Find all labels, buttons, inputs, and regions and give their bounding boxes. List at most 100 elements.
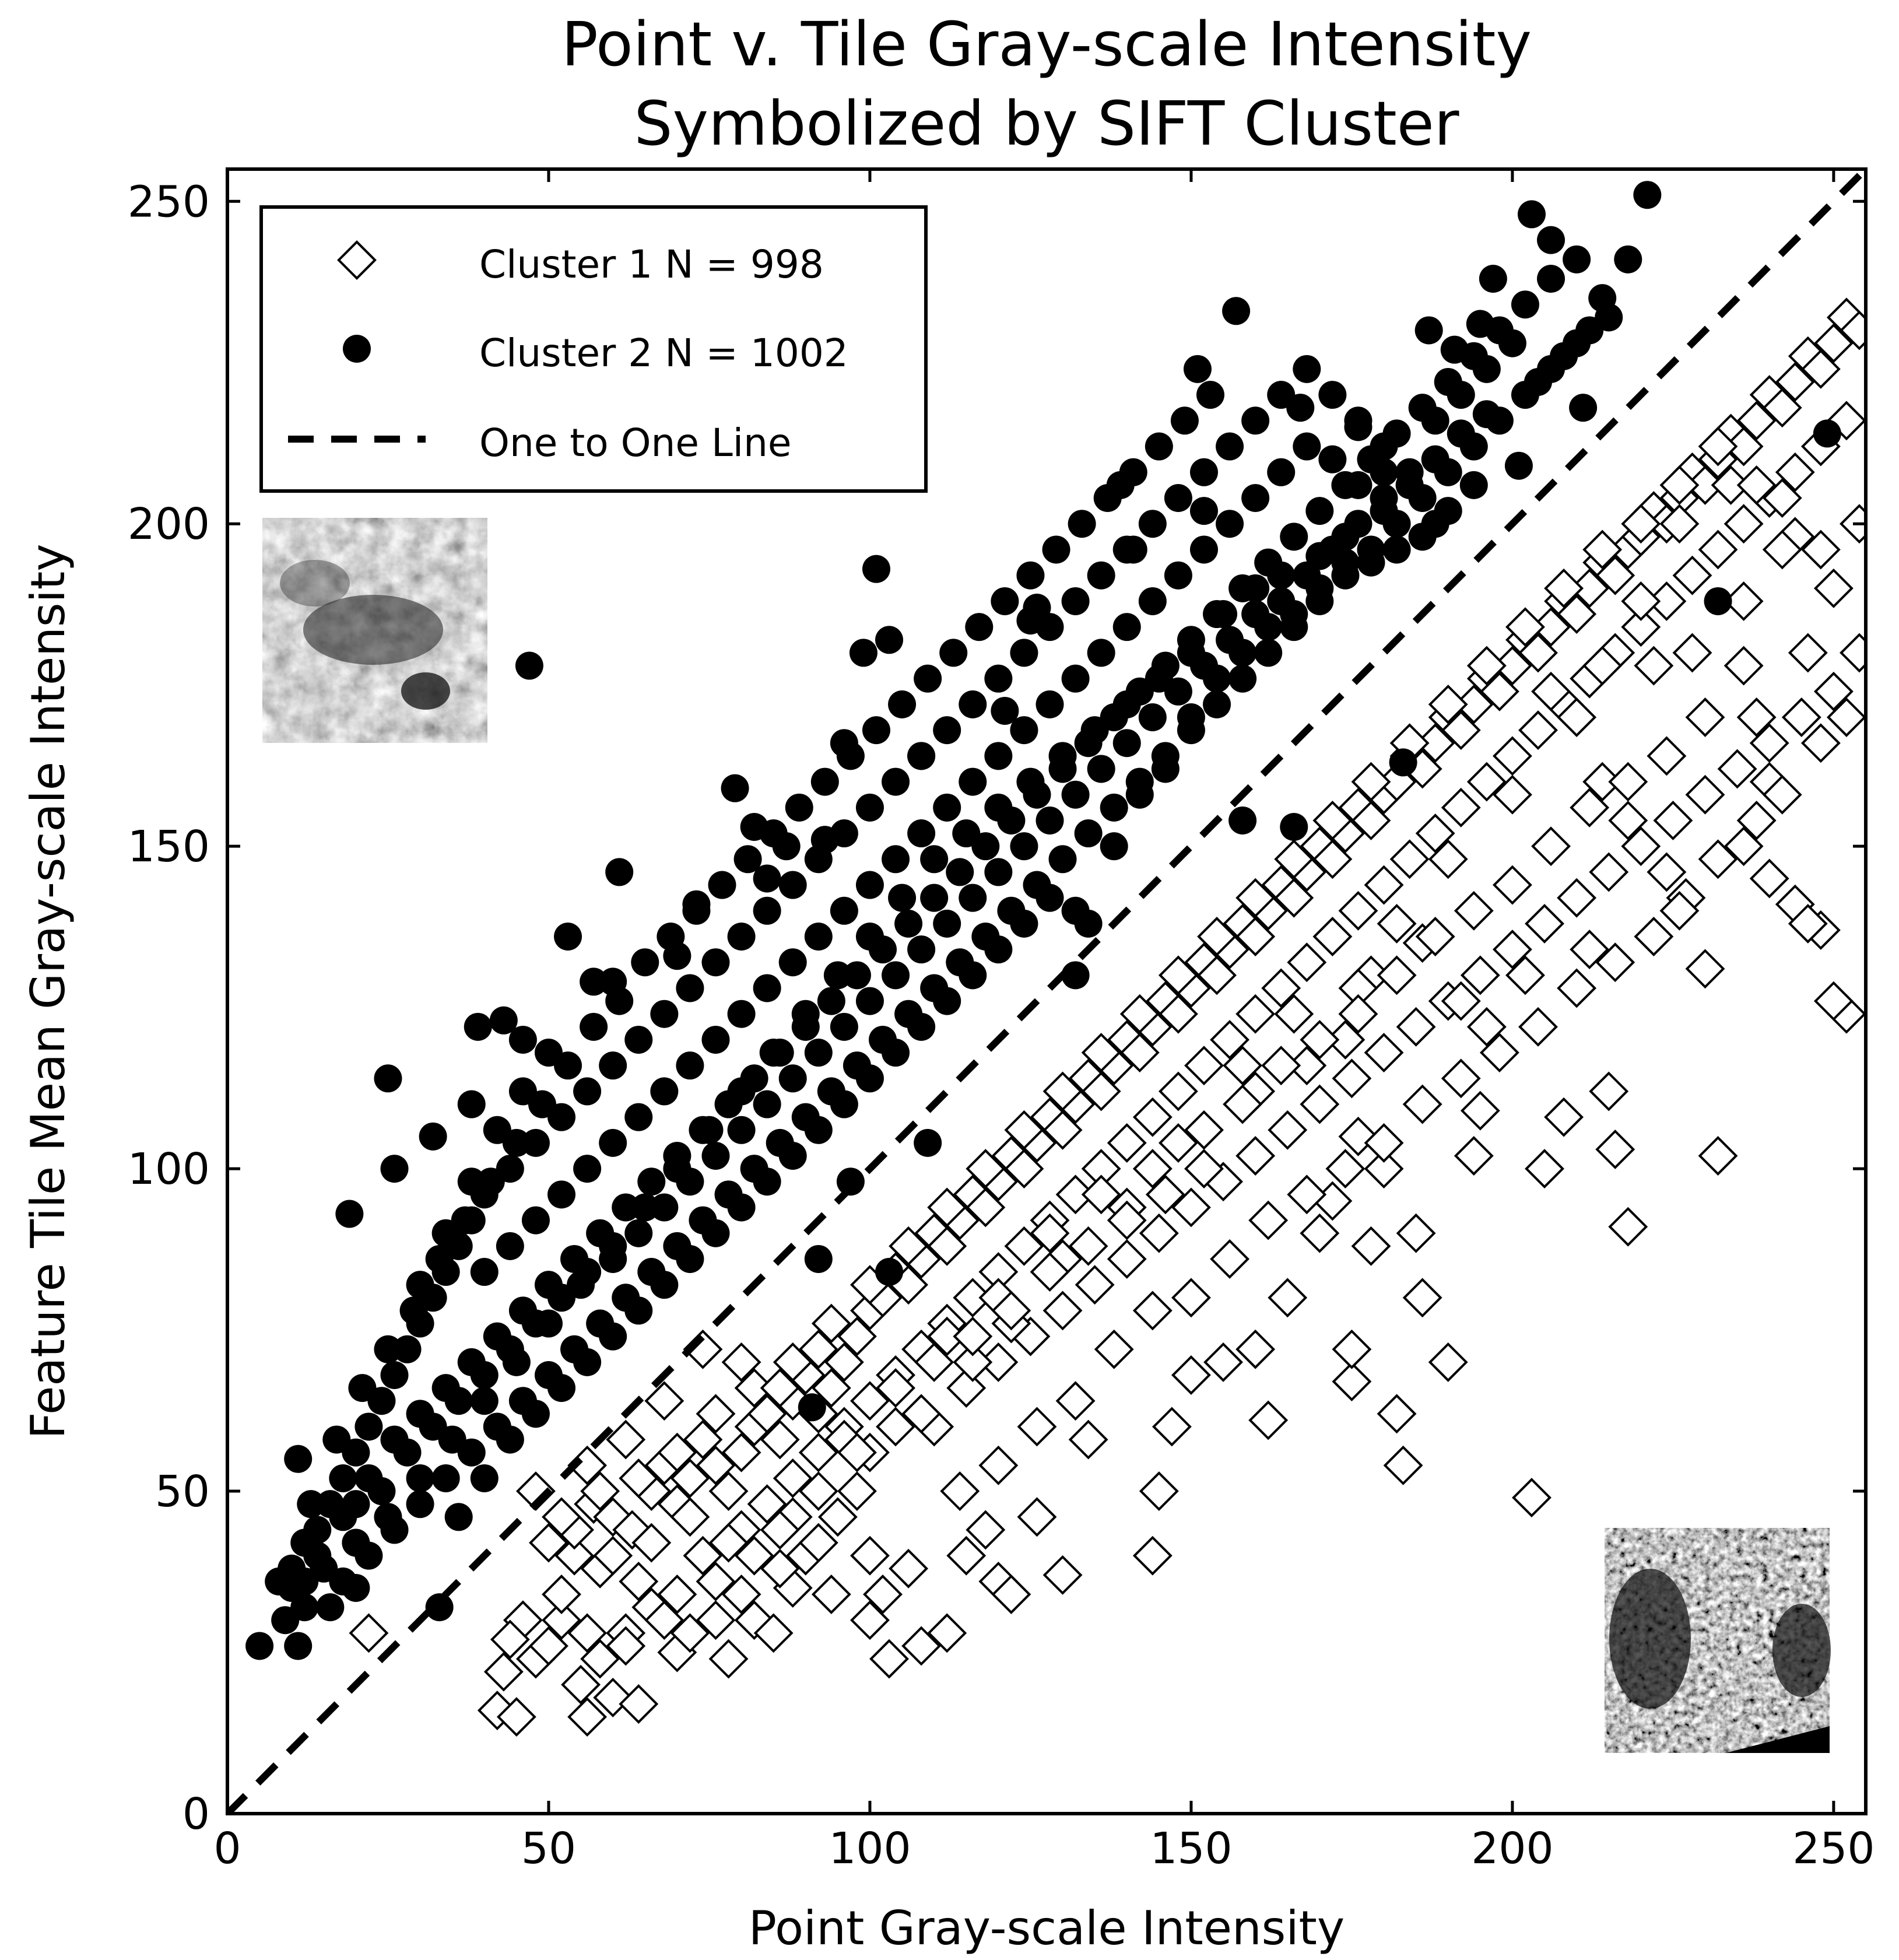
cluster-2-point [1036,883,1064,912]
cluster-1-point [1827,697,1866,737]
cluster-2-point [1203,664,1231,693]
cluster-1-point [1351,1226,1391,1266]
series-cluster-1 [349,297,1866,1737]
cluster-1-point [1711,465,1751,505]
cluster-1-point [1030,1213,1070,1253]
cluster-2-point [888,690,917,718]
plot-frame [226,167,1868,1815]
legend-label-cluster-2: Cluster 2 N = 1002 [479,331,848,376]
cluster-2-point [798,1393,826,1422]
cluster-2-point [753,1167,781,1196]
cluster-2-point [855,871,884,899]
cluster-2-point [573,1155,602,1183]
cluster-1-point [1653,801,1693,840]
cluster-2-point [580,967,608,996]
cluster-1-point [1312,917,1353,956]
cluster-1-point [1004,1110,1044,1150]
cluster-2-point [1164,484,1192,512]
legend-circle-marker [343,335,371,363]
cluster-1-point [811,1303,851,1344]
cluster-1-point [1415,814,1455,853]
legend: Cluster 1 N = 998 Cluster 2 N = 1002 One… [259,205,928,493]
cluster-1-point [837,1316,877,1356]
cluster-1-point [542,1575,581,1614]
cluster-1-point [1492,646,1532,686]
cluster-1-point [953,1278,993,1318]
cluster-1-point [798,1523,838,1563]
cluster-2-point [650,1271,679,1299]
x-tick-label: 150 [1150,1824,1232,1874]
cluster-2-point [1370,484,1398,512]
cluster-1-point [1274,994,1314,1034]
cluster-2-point [836,742,865,770]
cluster-2-point [933,793,961,822]
cluster-1-point [1312,839,1353,879]
cluster-2-point [933,909,961,938]
cluster-2-point [1010,909,1038,938]
cluster-2-point [354,1412,383,1441]
cluster-1-point [1383,1445,1423,1485]
cluster-2-point [637,1167,666,1196]
cluster-1-point [644,1600,685,1640]
cluster-2-point [1112,729,1141,758]
cluster-1-point [1685,697,1725,737]
cluster-1-point [1268,1110,1308,1150]
cluster-2-point [303,1541,332,1570]
cluster-1-point [1235,994,1276,1034]
cluster-2-point [869,935,897,964]
cluster-1-point [1377,1394,1417,1434]
cluster-1-point [946,1535,987,1576]
cluster-1-point [798,1329,838,1369]
cluster-2-point [1563,245,1591,274]
cluster-1-point [1775,452,1815,492]
cluster-1-point [1235,1136,1276,1176]
cluster-2-point [882,767,910,796]
cluster-2-point [521,1128,550,1157]
cluster-2-point [753,864,781,893]
cluster-2-point [778,1142,807,1170]
cluster-2-point [290,1593,319,1622]
cluster-1-point [876,1368,915,1408]
cluster-1-point [1460,955,1500,995]
cluster-2-point [1087,639,1115,667]
cluster-2-point [1382,419,1411,448]
cluster-2-point [1318,445,1347,474]
cluster-1-point [349,1613,389,1653]
cluster-1-point [1197,955,1237,995]
cluster-1-point [1287,1046,1327,1086]
cluster-1-point [1184,1149,1224,1189]
cluster-1-point [1659,504,1700,544]
cluster-1-point [1364,1149,1404,1189]
cluster-2-point [457,1438,486,1467]
cluster-2-point [580,1012,608,1041]
cluster-1-point [1589,852,1629,892]
cluster-1-point [1800,530,1841,570]
cluster-1-point [798,1432,838,1472]
cluster-1-point [1107,1200,1147,1240]
cluster-2-point [920,883,949,912]
cluster-1-point [991,1575,1031,1614]
cluster-2-point [1344,471,1373,499]
cluster-2-point [1267,381,1296,409]
cluster-2-point [708,871,736,899]
cluster-1-point [1300,1084,1340,1124]
cluster-2-point [959,767,987,796]
cluster-2-point [419,1412,447,1441]
cluster-2-point [470,1258,499,1286]
cluster-1-point [1017,1407,1057,1447]
cluster-1-point [1325,1149,1366,1189]
cluster-1-point [850,1600,890,1640]
cluster-2-point [1048,755,1077,783]
cluster-1-point [1068,1419,1108,1460]
cluster-2-point [348,1374,377,1402]
cluster-1-point [1621,504,1661,544]
cluster-1-point [657,1432,697,1472]
cluster-2-point [1138,587,1167,615]
cluster-2-point [914,1128,942,1157]
cluster-2-point [284,1444,313,1473]
cluster-2-point [496,1335,524,1363]
cluster-2-point [920,845,949,874]
y-tick-label: 100 [128,1144,210,1194]
cluster-2-point [676,1051,704,1080]
cluster-1-point [1724,581,1764,621]
